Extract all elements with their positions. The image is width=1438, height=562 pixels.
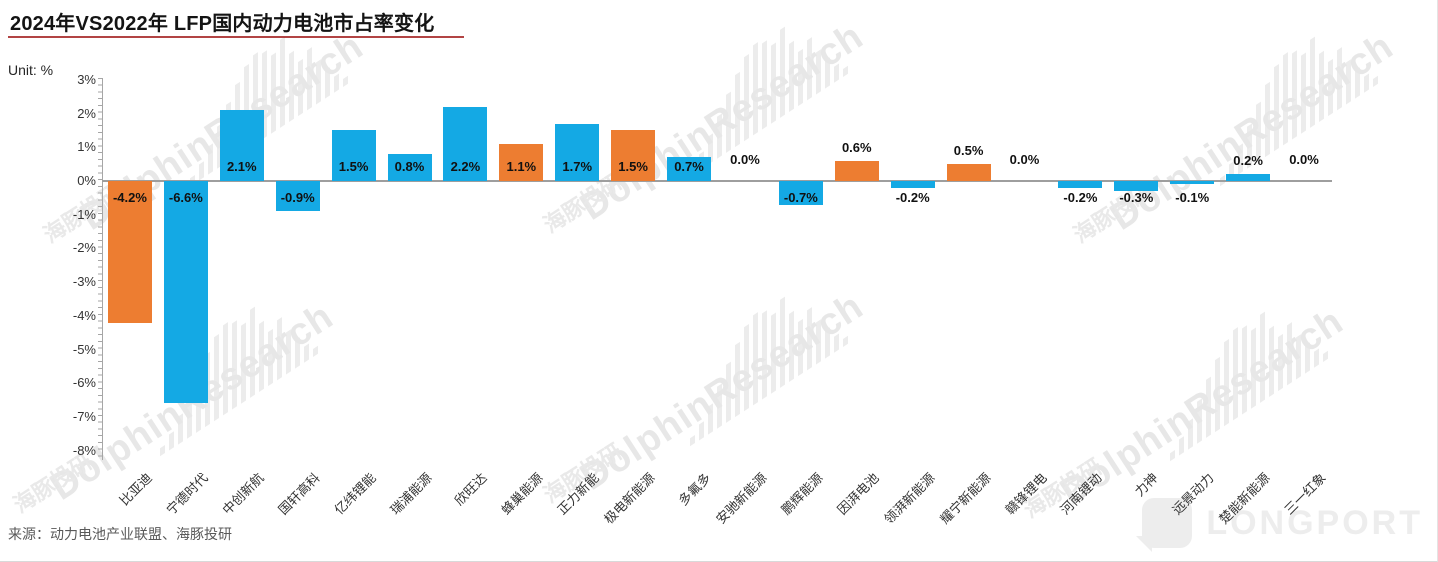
source-note: 来源：动力电池产业联盟、海豚投研 — [8, 526, 232, 542]
bar-欣旺达 — [443, 106, 488, 181]
value-label-亿纬锂能: 1.5% — [338, 159, 369, 174]
value-label-蜂巢能源: 1.1% — [506, 159, 537, 174]
y-axis-line — [102, 78, 103, 460]
title-underline — [8, 36, 464, 38]
value-label-力神: -0.3% — [1119, 190, 1154, 205]
value-label-河南锂动: -0.2% — [1063, 190, 1098, 205]
y-axis-ticks — [98, 78, 102, 460]
value-label-赣锋锂电: 0.0% — [1009, 152, 1040, 167]
y-tick-label: -2% — [72, 240, 96, 256]
bar-河南锂动 — [1058, 181, 1103, 188]
bar-正力新能 — [555, 123, 600, 181]
value-label-欣旺达: 2.2% — [450, 159, 481, 174]
value-label-国轩高科: -0.9% — [280, 190, 315, 205]
bar-瑞浦能源 — [387, 154, 432, 181]
x-label-三一红象: 三一红象 — [1281, 470, 1329, 518]
y-tick-label: -5% — [72, 341, 96, 357]
value-label-三一红象: 0.0% — [1289, 152, 1319, 167]
bar-领湃新能源 — [890, 181, 935, 188]
bar-蜂巢能源 — [499, 143, 544, 181]
brand-name: LONGPORT — [1206, 503, 1423, 542]
bar-亿纬锂能 — [331, 130, 376, 181]
brand-logo: LONGPORT — [1136, 498, 1423, 552]
value-label-瑞浦能源: 0.8% — [394, 159, 425, 174]
value-label-正力新能: 1.7% — [562, 159, 593, 174]
y-tick-label: -4% — [72, 307, 96, 323]
value-label-极电新能源: 1.5% — [618, 159, 648, 174]
longport-bubble-icon — [1136, 498, 1193, 552]
bar-鹏辉能源 — [778, 181, 823, 205]
bar-楚能新能源 — [1226, 174, 1271, 181]
bar-耀宁新能源 — [946, 164, 991, 181]
y-tick-label: -3% — [72, 274, 96, 290]
y-tick-label: 1% — [77, 139, 96, 155]
bar-宁德时代 — [163, 181, 208, 404]
y-tick-label: 0% — [77, 173, 96, 188]
bar-因湃电池 — [834, 160, 879, 181]
value-label-耀宁新能源: 0.5% — [953, 143, 984, 159]
zero-axis-line — [102, 180, 1332, 182]
unit-label: Unit: % — [8, 62, 54, 78]
value-label-远景动力: -0.1% — [1175, 190, 1210, 205]
bar-力神 — [1114, 181, 1159, 192]
value-label-安驰新能源: 0.0% — [730, 152, 760, 167]
bar-比亚迪 — [107, 181, 152, 323]
value-label-中创新航: 2.1% — [226, 159, 257, 174]
y-tick-label: -6% — [72, 375, 96, 391]
value-label-比亚迪: -4.2% — [112, 190, 147, 205]
bar-极电新能源 — [611, 130, 656, 181]
y-tick-label: 3% — [77, 71, 96, 87]
value-label-因湃电池: 0.6% — [841, 139, 872, 155]
value-label-楚能新能源: 0.2% — [1233, 153, 1263, 169]
y-tick-label: 2% — [77, 105, 96, 121]
chart-title: 2024年VS2022年 LFP国内动力电池市占率变化 — [10, 13, 435, 35]
value-label-鹏辉能源: -0.7% — [783, 190, 818, 205]
bar-远景动力 — [1170, 181, 1215, 185]
value-label-宁德时代: -6.6% — [168, 190, 203, 205]
y-tick-label: -8% — [72, 442, 96, 458]
value-label-多氟多: 0.7% — [674, 159, 704, 174]
y-tick-label: -7% — [72, 408, 96, 424]
bar-国轩高科 — [275, 181, 320, 212]
value-label-领湃新能源: -0.2% — [895, 190, 930, 205]
y-tick-label: -1% — [72, 206, 96, 222]
